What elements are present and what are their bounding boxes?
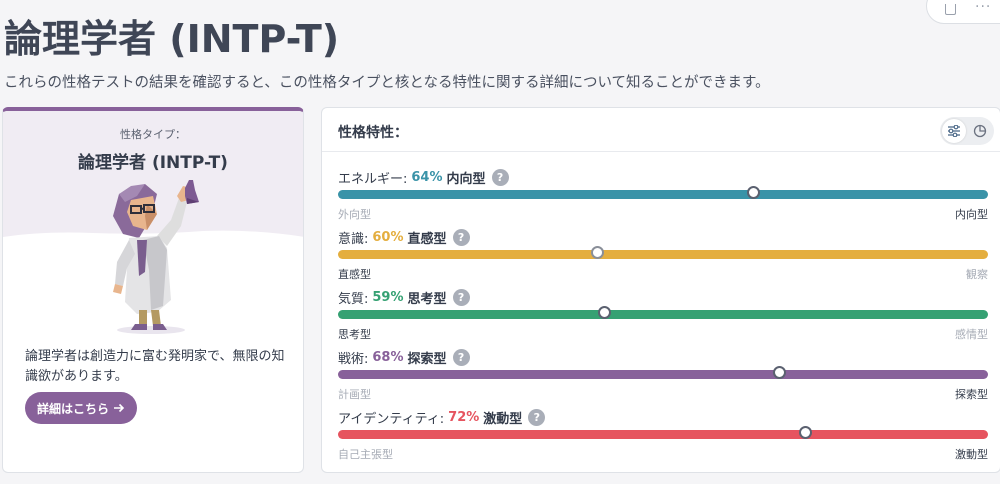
- trait-row: 戦術: 68% 探索型? 計画型 探索型: [338, 348, 988, 404]
- trait-header: 気質: 59% 思考型?: [338, 288, 470, 307]
- trait-label: 意識:: [338, 232, 369, 247]
- trait-row: 意識: 60% 直感型? 直感型 観察: [338, 228, 988, 284]
- type-name: 論理学者 (INTP-T): [78, 153, 228, 173]
- more-icon: ···: [975, 0, 992, 15]
- trait-dominant-side: 探索型: [407, 352, 447, 367]
- trait-header: 意識: 60% 直感型?: [338, 228, 470, 247]
- trait-label: エネルギー:: [338, 172, 408, 187]
- type-label: 性格タイプ：: [120, 128, 186, 141]
- pie-chart-icon: [973, 124, 987, 138]
- personality-type-card: 性格タイプ： 論理学者 (INTP-T) 論理学者は創造力に富む発明家で、無限の…: [2, 107, 304, 473]
- trait-row: アイデンティティ: 72% 激動型? 自己主張型 激動型: [338, 408, 988, 464]
- trait-label: 気質:: [338, 292, 369, 307]
- trait-slider-knob[interactable]: [747, 186, 760, 199]
- trait-bar: [338, 250, 988, 259]
- page-subtitle: これらの性格テストの結果を確認すると、この性格タイプと核となる特性に関する詳細に…: [4, 75, 770, 91]
- trait-percent: 72%: [448, 410, 480, 425]
- help-icon[interactable]: ?: [491, 169, 509, 186]
- help-icon[interactable]: ?: [528, 409, 546, 426]
- learn-more-label: 詳細はこちら: [36, 401, 109, 416]
- view-toggle: [940, 117, 994, 145]
- trait-left-label: 直感型: [338, 268, 371, 281]
- trait-right-label: 探索型: [955, 388, 988, 401]
- type-description: 論理学者は創造力に富む発明家で、無限の知識欲があります。: [25, 349, 285, 384]
- trait-bar: [338, 370, 988, 379]
- trait-right-label: 激動型: [955, 448, 988, 461]
- trait-right-label: 感情型: [955, 328, 988, 341]
- trait-slider-knob[interactable]: [799, 426, 812, 439]
- logician-character-illustration: [113, 180, 199, 334]
- traits-panel: 性格特性： エネルギー: 64% 内向型? 外向型 内向型 意識: 60% 直感型? 直感型 観察…: [321, 107, 1000, 473]
- card-background-wave: [3, 111, 303, 237]
- trait-right-label: 内向型: [955, 208, 988, 221]
- trait-left-label: 自己主張型: [338, 448, 393, 461]
- trait-dominant-side: 思考型: [407, 292, 447, 307]
- trait-row: エネルギー: 64% 内向型? 外向型 内向型: [338, 168, 988, 224]
- trait-left-label: 計画型: [338, 388, 371, 401]
- trait-slider-knob[interactable]: [591, 246, 604, 259]
- panel-divider: [322, 151, 1000, 152]
- trait-left-label: 思考型: [338, 328, 371, 341]
- trait-bar: [338, 430, 988, 439]
- trait-label: 戦術:: [338, 352, 369, 367]
- trait-header: アイデンティティ: 72% 激動型?: [338, 408, 546, 427]
- trait-percent: 59%: [372, 290, 404, 305]
- trait-dominant-side: 内向型: [446, 172, 486, 187]
- trait-percent: 64%: [411, 170, 443, 185]
- share-icon: [945, 4, 956, 15]
- trait-dominant-side: 直感型: [407, 232, 447, 247]
- trait-bar: [338, 310, 988, 319]
- trait-label: アイデンティティ:: [338, 412, 445, 427]
- sliders-icon: [948, 125, 960, 137]
- trait-percent: 60%: [372, 230, 404, 245]
- help-icon[interactable]: ?: [452, 289, 470, 306]
- trait-slider-knob[interactable]: [597, 306, 611, 319]
- trait-slider-knob[interactable]: [773, 366, 786, 379]
- trait-right-label: 観察: [966, 268, 988, 281]
- traits-panel-title: 性格特性：: [338, 125, 408, 141]
- share-menu-button[interactable]: ···: [926, 0, 1000, 24]
- arrow-right-icon: [114, 403, 125, 413]
- sliders-view-button[interactable]: [942, 119, 966, 143]
- trait-dominant-side: 激動型: [483, 412, 523, 427]
- pie-view-button[interactable]: [968, 119, 992, 143]
- learn-more-button[interactable]: 詳細はこちら: [25, 392, 137, 424]
- trait-header: 戦術: 68% 探索型?: [338, 348, 470, 367]
- page-title: 論理学者 (INTP-T): [4, 17, 340, 61]
- help-icon[interactable]: ?: [452, 229, 470, 246]
- trait-percent: 68%: [372, 350, 404, 365]
- trait-header: エネルギー: 64% 内向型?: [338, 168, 509, 187]
- trait-bar: [338, 190, 988, 199]
- help-icon[interactable]: ?: [452, 349, 470, 366]
- trait-left-label: 外向型: [338, 208, 371, 221]
- trait-row: 気質: 59% 思考型? 思考型 感情型: [338, 288, 988, 344]
